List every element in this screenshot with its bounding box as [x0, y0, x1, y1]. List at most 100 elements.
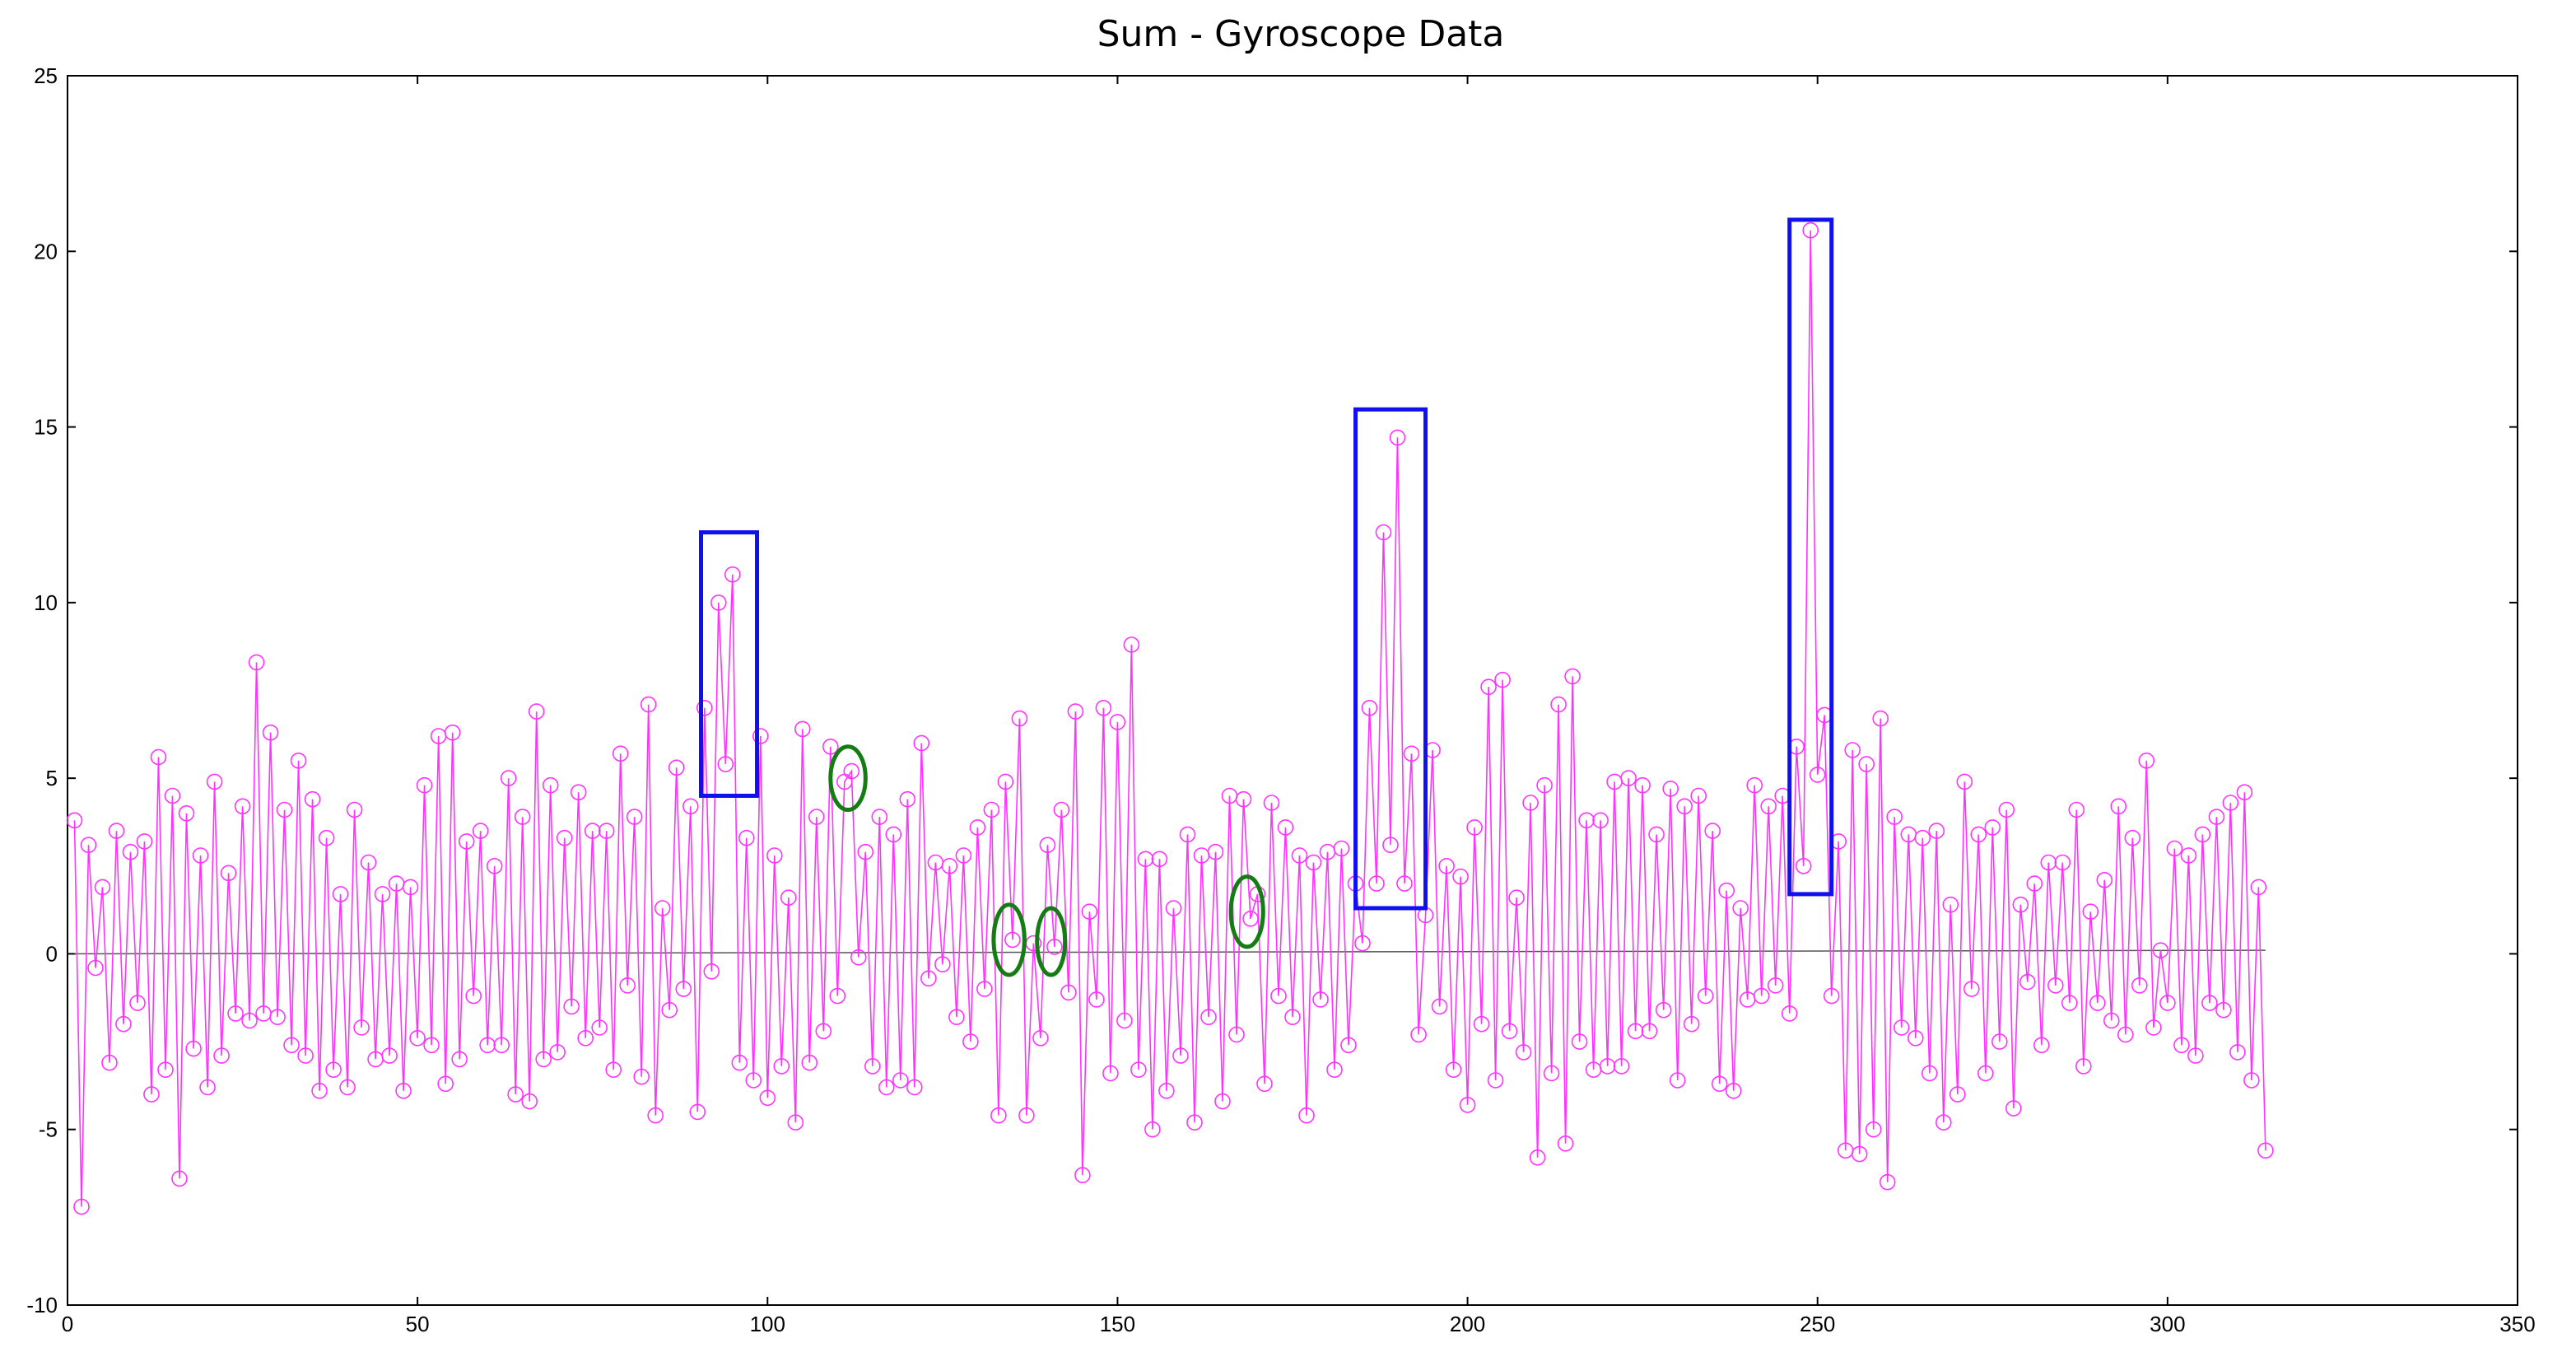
data-point — [2201, 995, 2218, 1011]
data-point — [1732, 900, 1749, 916]
data-point — [108, 823, 125, 839]
highlight-ellipse — [1228, 874, 1265, 949]
data-point — [2257, 1142, 2274, 1159]
data-point — [1592, 812, 1609, 829]
data-point — [822, 738, 839, 755]
data-point — [1564, 668, 1581, 685]
data-point — [591, 1019, 608, 1036]
highlight-box — [1787, 217, 1834, 897]
data-point — [2047, 977, 2064, 994]
data-point — [1858, 756, 1875, 772]
data-point — [990, 1107, 1007, 1124]
data-point — [2054, 854, 2071, 871]
data-point — [507, 1086, 524, 1103]
data-point — [689, 1103, 706, 1121]
data-point — [1690, 787, 1707, 804]
data-point — [1011, 710, 1028, 727]
data-point — [1956, 773, 1973, 790]
data-point — [2180, 847, 2197, 864]
data-point — [346, 801, 363, 818]
data-point — [423, 1037, 440, 1054]
data-point — [479, 1037, 496, 1054]
data-point — [178, 804, 195, 822]
data-point — [1389, 429, 1406, 446]
data-point — [1704, 823, 1721, 839]
data-point — [1922, 1065, 1938, 1082]
data-point — [1172, 1047, 1189, 1064]
data-point — [276, 801, 293, 818]
data-point — [815, 1023, 832, 1040]
data-point — [703, 963, 720, 980]
data-point — [1655, 1001, 1672, 1019]
data-point — [675, 981, 692, 997]
data-point — [682, 798, 699, 815]
data-point — [1305, 854, 1322, 871]
data-point — [2159, 995, 2176, 1011]
highlight-box — [699, 530, 760, 798]
data-point — [1823, 987, 1840, 1005]
data-point — [2005, 1100, 2022, 1117]
data-point — [1599, 1058, 1616, 1075]
data-point — [164, 787, 181, 804]
data-point — [325, 1061, 342, 1078]
data-point — [1354, 935, 1371, 952]
data-point — [1872, 710, 1889, 727]
data-point — [409, 1030, 426, 1047]
data-point — [493, 1037, 510, 1054]
data-point — [1683, 1015, 1700, 1033]
data-point — [1116, 1012, 1133, 1029]
data-point — [773, 1058, 790, 1075]
highlight-box — [1353, 407, 1428, 911]
data-point — [2145, 1019, 2162, 1036]
data-point — [1865, 1121, 1882, 1138]
x-tick-label: 150 — [1100, 1312, 1135, 1336]
data-point — [395, 1083, 412, 1099]
data-point — [1214, 1093, 1231, 1110]
data-point — [1529, 1149, 1546, 1166]
data-point — [955, 847, 972, 864]
data-point — [633, 1068, 650, 1085]
data-point — [339, 1079, 356, 1096]
data-point — [1760, 798, 1777, 815]
data-point — [1893, 1019, 1910, 1036]
data-point — [892, 1072, 909, 1089]
data-point — [920, 970, 937, 987]
data-point — [1277, 819, 1294, 836]
data-point — [1536, 776, 1553, 794]
data-point — [997, 773, 1014, 790]
data-point — [829, 987, 846, 1005]
data-point — [2075, 1058, 2092, 1075]
data-point — [1186, 1114, 1203, 1131]
data-point — [1627, 1023, 1644, 1040]
data-point — [143, 1086, 160, 1103]
data-point — [1914, 829, 1931, 846]
data-point — [1333, 840, 1350, 857]
data-point — [1361, 699, 1378, 716]
data-point — [115, 1015, 132, 1033]
data-point — [1851, 1145, 1868, 1163]
data-point — [850, 949, 867, 966]
data-point — [1095, 699, 1112, 716]
data-point — [1179, 826, 1196, 843]
data-point — [318, 829, 335, 846]
data-point — [2096, 872, 2113, 888]
axes: 0 50 100 150 200 250 300 350 -10 -5 0 5 10 15 20 25 — [26, 63, 2535, 1336]
data-point — [1669, 1072, 1686, 1089]
data-point — [150, 748, 167, 766]
data-point — [1032, 1030, 1049, 1047]
data-point — [780, 889, 797, 906]
data-point — [1550, 696, 1567, 713]
data-point — [1662, 781, 1679, 797]
data-point — [444, 724, 461, 741]
data-point — [752, 728, 769, 744]
data-point — [1081, 903, 1098, 920]
data-point — [2187, 1047, 2204, 1064]
x-tick-label: 100 — [750, 1312, 785, 1336]
data-point — [1480, 678, 1497, 696]
data-point — [101, 1054, 118, 1071]
data-point — [1648, 826, 1665, 843]
data-point — [465, 987, 482, 1005]
data-point — [2082, 903, 2099, 920]
data-point — [1410, 1026, 1427, 1043]
